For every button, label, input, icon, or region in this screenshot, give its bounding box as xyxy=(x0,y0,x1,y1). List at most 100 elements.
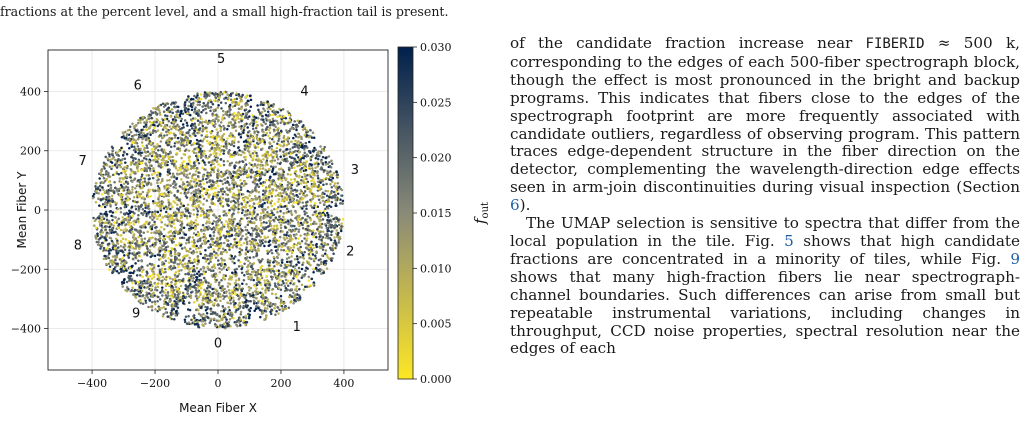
fiber-point xyxy=(144,220,148,224)
fiber-point xyxy=(128,249,131,252)
fiber-point xyxy=(177,265,180,269)
fiber-point xyxy=(240,267,243,271)
fiber-point xyxy=(164,253,167,257)
fiber-point xyxy=(290,140,293,143)
fiber-point xyxy=(141,213,145,217)
fiber-point xyxy=(176,136,180,140)
fiber-point xyxy=(192,213,196,216)
fiber-point xyxy=(189,277,193,280)
fiber-point xyxy=(292,246,295,249)
fiber-point xyxy=(231,91,234,95)
fiber-point xyxy=(152,145,156,148)
fiber-point xyxy=(307,248,311,252)
fiber-point xyxy=(289,178,293,181)
fiber-point xyxy=(284,220,288,224)
fiber-point xyxy=(181,259,185,262)
fiber-point xyxy=(252,143,256,147)
fiber-point xyxy=(256,116,260,120)
fiber-point xyxy=(239,312,243,316)
fiber-point xyxy=(222,250,225,254)
fiber-point xyxy=(269,275,273,278)
fiber-point xyxy=(327,155,331,158)
fiber-point xyxy=(293,194,296,197)
fiber-point xyxy=(151,218,154,221)
fiber-point xyxy=(225,238,229,242)
fiber-point xyxy=(263,201,266,205)
fiber-point xyxy=(203,95,206,98)
fiber-point xyxy=(141,144,144,148)
fiber-point xyxy=(194,117,197,120)
fiber-point xyxy=(127,256,131,259)
fiber-point xyxy=(269,312,273,316)
fiber-point xyxy=(192,276,195,280)
fiber-point xyxy=(273,282,277,285)
fiber-point xyxy=(299,120,303,123)
fiber-point xyxy=(193,202,197,205)
fiber-point xyxy=(120,146,123,150)
fiber-point xyxy=(258,171,261,174)
fiber-point xyxy=(101,174,105,178)
fiber-point xyxy=(109,236,113,240)
fiber-point xyxy=(244,108,248,111)
fiber-point xyxy=(250,121,253,124)
fiber-point xyxy=(200,229,203,233)
fiber-point xyxy=(220,204,223,207)
fiber-point xyxy=(190,273,193,277)
fiber-point xyxy=(153,210,157,213)
fiber-point xyxy=(244,237,247,241)
fiber-point xyxy=(187,314,190,318)
fiber-point xyxy=(147,114,150,118)
fiber-point xyxy=(225,318,228,321)
fiber-point xyxy=(205,134,209,137)
fiber-point xyxy=(220,278,223,282)
fiber-point xyxy=(227,244,231,248)
fiber-point xyxy=(182,141,185,144)
fiber-point xyxy=(125,153,129,156)
fiber-point xyxy=(255,151,258,155)
fiber-point xyxy=(303,173,306,176)
fiber-point xyxy=(284,278,288,282)
fiber-point xyxy=(195,272,199,276)
fiber-point xyxy=(161,161,164,165)
fiber-point xyxy=(277,172,280,175)
fiber-point xyxy=(263,235,266,238)
fiber-point xyxy=(159,124,163,127)
fiber-point xyxy=(142,132,145,135)
fiber-point xyxy=(99,247,102,250)
fiber-point xyxy=(266,261,270,264)
fiber-point xyxy=(184,135,188,139)
fiber-point xyxy=(134,150,137,154)
fiber-point xyxy=(330,233,333,237)
fiber-point xyxy=(161,179,164,183)
fiber-point xyxy=(229,94,233,98)
fiber-point xyxy=(303,285,307,289)
fiber-point xyxy=(259,228,262,232)
fiber-point xyxy=(136,121,140,125)
fiber-point xyxy=(320,242,323,246)
fiber-point xyxy=(257,280,260,284)
fiber-point xyxy=(119,234,122,237)
fiber-point xyxy=(145,254,149,257)
fiber-point xyxy=(220,107,223,110)
fiber-point xyxy=(147,142,151,145)
fiber-point xyxy=(146,146,149,150)
fiber-point xyxy=(266,252,270,255)
fiber-point xyxy=(187,276,191,280)
fiber-point xyxy=(240,217,243,220)
fiber-point xyxy=(224,170,228,173)
fiber-point xyxy=(175,304,178,308)
fiber-point xyxy=(248,115,251,118)
fiber-point xyxy=(215,128,218,131)
fiber-point xyxy=(233,229,237,232)
fiber-point xyxy=(220,175,223,179)
fiber-point xyxy=(121,154,125,157)
fiber-point xyxy=(150,308,154,312)
fiber-point xyxy=(158,308,161,312)
fiber-point xyxy=(160,193,164,196)
fiber-point xyxy=(170,281,173,284)
fiber-point xyxy=(107,151,110,155)
fiber-point xyxy=(293,188,297,192)
fiber-point xyxy=(184,295,188,299)
fiber-point xyxy=(306,200,309,203)
fiber-point xyxy=(156,285,160,288)
